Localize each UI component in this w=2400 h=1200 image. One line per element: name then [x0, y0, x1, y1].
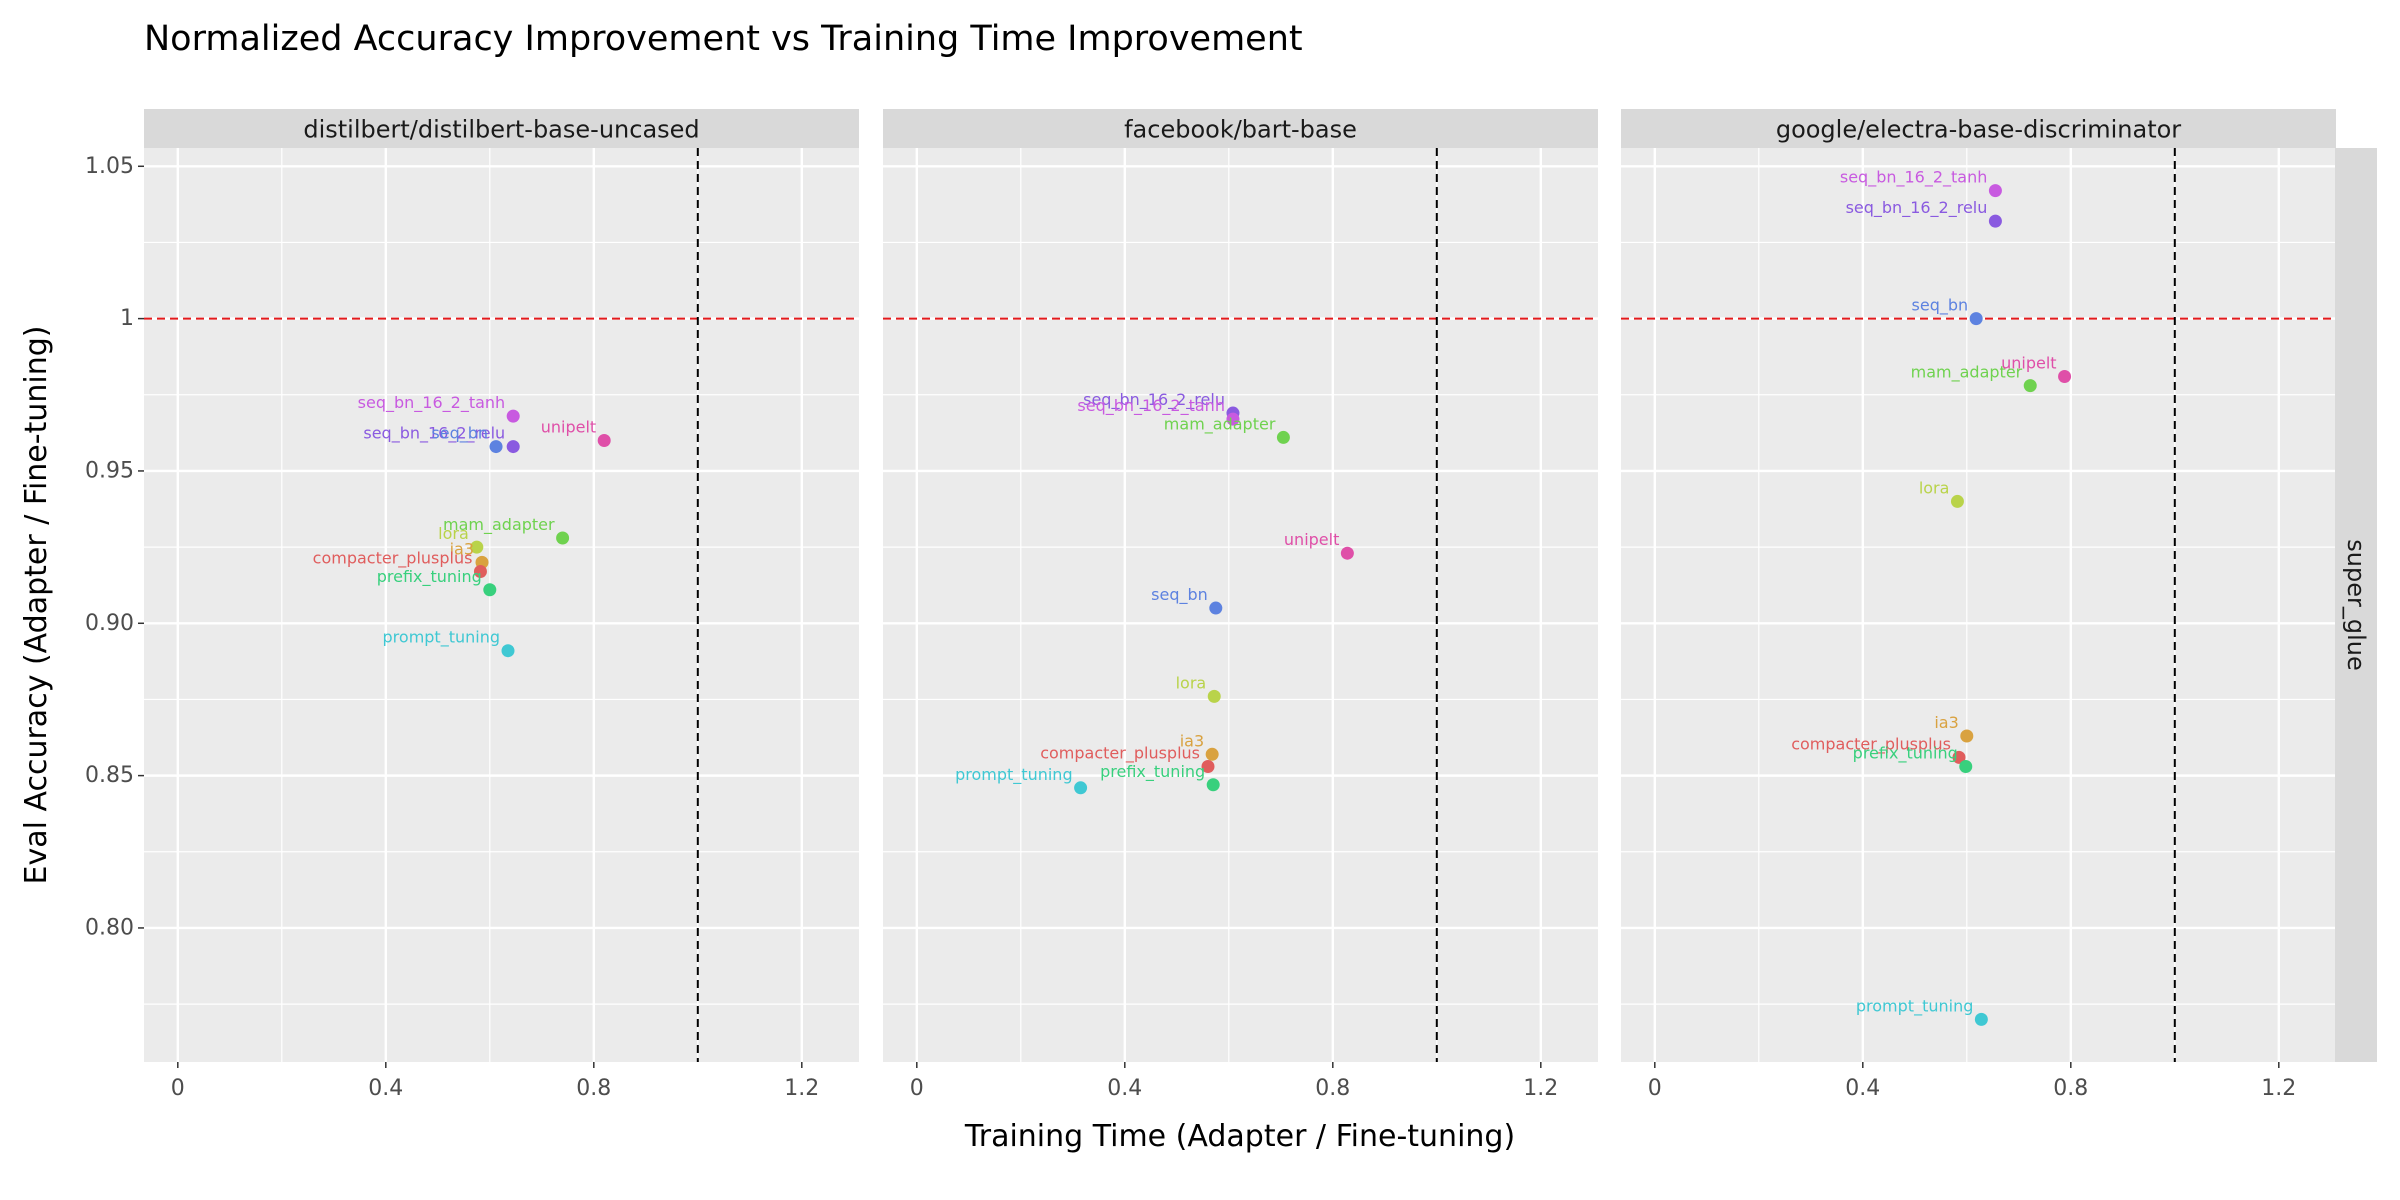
data-point	[1201, 759, 1215, 773]
point-label: unipelt	[1284, 530, 1339, 549]
point-label: lora	[1176, 673, 1207, 692]
point-label: seq_bn_16_2_tanh	[1077, 396, 1225, 416]
point-label: prompt_tuning	[383, 628, 500, 648]
point-label: prefix_tuning	[377, 567, 482, 587]
data-point	[1276, 430, 1290, 444]
y-tick-label: 0.90	[85, 611, 134, 636]
y-tick-label: 1.05	[85, 154, 134, 179]
x-tick-label: 0	[171, 1076, 185, 1101]
data-point	[1988, 214, 2002, 228]
x-axis-title: Training Time (Adapter / Fine-tuning)	[964, 1119, 1515, 1154]
point-label: seq_bn_16_2_relu	[363, 424, 505, 444]
point-label: unipelt	[2001, 354, 2056, 373]
facet-row-strip	[2335, 148, 2377, 1062]
data-point	[1207, 689, 1221, 703]
point-label: mam_adapter	[1164, 414, 1276, 434]
point-label: ia3	[450, 539, 474, 558]
facet-strip	[883, 109, 1598, 148]
point-label: lora	[1919, 478, 1950, 497]
plot-background	[883, 148, 1598, 1062]
point-label: prompt_tuning	[955, 765, 1072, 785]
data-point	[1206, 778, 1220, 792]
facet-strip	[144, 109, 859, 148]
data-point	[1205, 747, 1219, 761]
data-point	[1074, 781, 1088, 795]
data-point	[470, 540, 484, 554]
point-label: unipelt	[541, 417, 596, 436]
point-label: compacter_plusplus	[313, 548, 473, 568]
x-tick-label: 0.8	[2053, 1076, 2088, 1101]
x-tick-label: 1.2	[1523, 1076, 1558, 1101]
data-point	[1959, 759, 1973, 773]
data-point	[2023, 379, 2037, 393]
data-point	[1209, 601, 1223, 615]
facet-panel: facebook/bart-base 0 0.4 0.8 1.2 seq_bn_16_2_…	[883, 109, 1598, 1101]
data-point	[506, 440, 520, 454]
data-point	[1226, 412, 1240, 426]
point-label: prompt_tuning	[1856, 996, 1973, 1016]
data-point	[1950, 494, 1964, 508]
point-label: seq_bn_16_2_tanh	[358, 393, 506, 413]
facet-row-label: super_glue	[2342, 539, 2370, 670]
point-label: seq_bn	[1151, 585, 1208, 605]
chart-title: Normalized Accuracy Improvement vs Train…	[144, 19, 1303, 59]
point-label: prefix_tuning	[1100, 762, 1205, 782]
data-point	[473, 564, 487, 578]
point-label: compacter_plusplus	[1040, 743, 1200, 763]
point-label: mam_adapter	[1911, 363, 2023, 383]
point-label: prefix_tuning	[1853, 743, 1958, 763]
y-axis-title: Eval Accuracy (Adapter / Fine-tuning)	[19, 326, 54, 885]
point-label: seq_bn_16_2_relu	[1846, 198, 1988, 218]
point-label: ia3	[1934, 713, 1958, 732]
facet-strip	[1621, 109, 2336, 148]
plot-background	[144, 148, 859, 1062]
point-label: ia3	[1180, 731, 1204, 750]
point-label: seq_bn	[1912, 296, 1969, 316]
point-label: compacter_plusplus	[1791, 734, 1951, 754]
point-label: seq_bn_16_2_relu	[1083, 390, 1225, 410]
y-tick-label: 0.80	[85, 915, 134, 940]
x-tick-label: 1.2	[784, 1076, 819, 1101]
point-label: mam_adapter	[443, 515, 555, 535]
x-tick-label: 0	[1648, 1076, 1662, 1101]
facet-panels: distilbert/distilbert-base-uncased 0 0.4 0.…	[85, 109, 2336, 1101]
x-tick-label: 0.8	[576, 1076, 611, 1101]
facet-panel: google/electra-base-discriminator 0 0.4 0.8…	[1621, 109, 2336, 1101]
data-point	[1960, 729, 1974, 743]
data-point	[597, 433, 611, 447]
data-point	[1969, 312, 1983, 326]
facet-strip-label: distilbert/distilbert-base-uncased	[303, 116, 699, 144]
data-point	[1974, 1012, 1988, 1026]
y-tick-label: 0.85	[85, 763, 134, 788]
data-point	[1340, 546, 1354, 560]
y-tick-label: 0.95	[85, 458, 134, 483]
x-tick-label: 1.2	[2261, 1076, 2296, 1101]
data-point	[483, 583, 497, 597]
data-point	[556, 531, 570, 545]
point-label: lora	[438, 524, 469, 543]
x-tick-label: 0.4	[1107, 1076, 1142, 1101]
y-tick-label: 1	[120, 306, 134, 331]
facet-panel: distilbert/distilbert-base-uncased 0 0.4 0.…	[85, 109, 859, 1101]
data-point	[1988, 184, 2002, 198]
x-tick-label: 0.4	[368, 1076, 403, 1101]
data-point	[1952, 750, 1966, 764]
data-point	[501, 644, 515, 658]
x-tick-label: 0.4	[1845, 1076, 1880, 1101]
facet-strip-label: google/electra-base-discriminator	[1776, 116, 2181, 144]
point-label: seq_bn	[431, 424, 488, 444]
data-point	[2058, 370, 2072, 383]
data-point	[506, 409, 520, 423]
facet-strip-label: facebook/bart-base	[1124, 116, 1357, 144]
plot-background	[1621, 148, 2336, 1062]
data-point	[489, 440, 503, 454]
point-label: seq_bn_16_2_tanh	[1840, 168, 1988, 188]
x-tick-label: 0.8	[1315, 1076, 1350, 1101]
x-tick-label: 0	[910, 1076, 924, 1101]
